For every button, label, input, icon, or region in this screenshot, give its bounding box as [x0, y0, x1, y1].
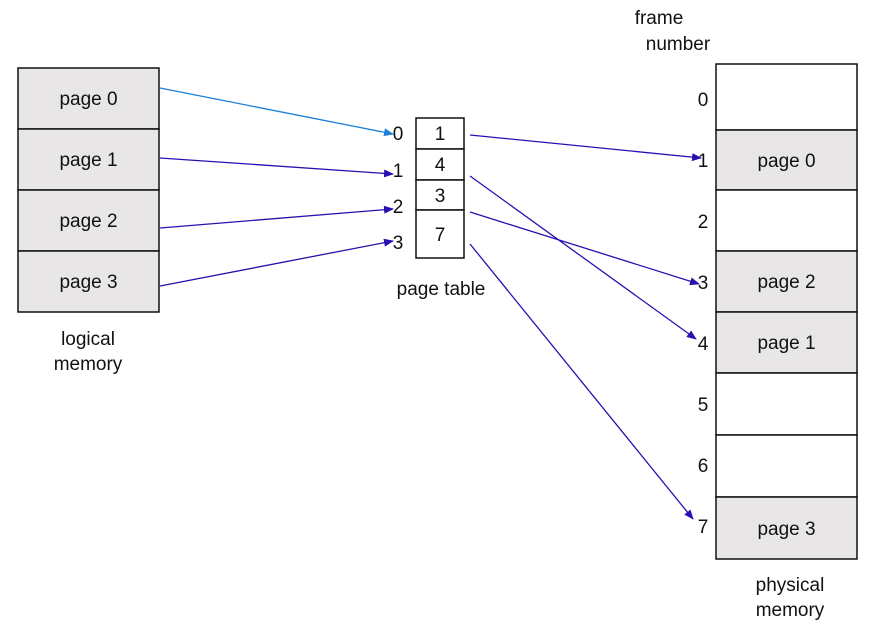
logical-page-label: page 1 — [59, 150, 117, 171]
arrow-page1-to-entry1 — [159, 157, 394, 178]
logical-page-label: page 2 — [59, 211, 117, 232]
arrow-page2-to-entry2 — [159, 205, 394, 229]
logical-page-3: page 3 — [17, 250, 160, 313]
page-table-caption: page table — [397, 279, 486, 300]
physical-memory-caption-line1: physical — [756, 575, 825, 596]
logical-page-2: page 2 — [17, 189, 160, 252]
physical-frame-2: 2 — [698, 189, 858, 252]
frame-content: page 0 — [757, 151, 815, 172]
frame-content: page 1 — [757, 333, 815, 354]
physical-frame-3: 3 page 2 — [698, 250, 858, 313]
logical-page-label: page 0 — [59, 89, 117, 110]
page-table-index: 3 — [393, 233, 404, 254]
frame-content: page 3 — [757, 519, 815, 540]
page-table-row-0: 0 1 — [393, 117, 465, 150]
physical-frame-4: 4 page 1 — [698, 311, 858, 374]
page-table-frame-value: 7 — [435, 225, 446, 246]
page-table-frame-value: 1 — [435, 124, 446, 145]
frame-number-header-line1: frame — [635, 8, 684, 29]
arrow-entry0-to-frame1 — [469, 134, 702, 162]
page-table-index: 2 — [393, 197, 404, 218]
logical-page-0: page 0 — [17, 67, 160, 130]
arrow-entry1-to-frame4 — [469, 175, 697, 340]
frame-number: 7 — [698, 517, 709, 538]
physical-memory: frame number 0 1 page 0 2 3 page 2 4 pag… — [635, 8, 858, 621]
frame-content: page 2 — [757, 272, 815, 293]
page-table-index: 1 — [393, 161, 404, 182]
logical-to-table-arrows — [159, 87, 394, 287]
arrow-page0-to-entry0 — [159, 87, 394, 137]
physical-frame-1: 1 page 0 — [698, 129, 858, 191]
page-table: 0 1 1 4 2 3 3 7 page table — [393, 117, 486, 300]
physical-memory-caption-line2: memory — [756, 600, 825, 621]
frame-number-header-line2: number — [646, 34, 711, 55]
frame-number: 6 — [698, 456, 709, 477]
frame-number: 4 — [698, 334, 709, 355]
frame-number: 1 — [698, 151, 709, 172]
page-table-index: 0 — [393, 124, 404, 145]
physical-frame-6: 6 — [698, 434, 858, 498]
logical-memory: page 0 page 1 page 2 page 3 logical memo… — [17, 67, 160, 375]
arrow-page3-to-entry3 — [159, 238, 394, 287]
table-to-frame-arrows — [469, 134, 702, 520]
page-table-row-1: 1 4 — [393, 148, 465, 182]
page-table-frame-value: 3 — [435, 186, 446, 207]
frame-number: 5 — [698, 395, 709, 416]
arrow-entry2-to-frame3 — [469, 211, 700, 286]
page-table-row-3: 3 7 — [393, 209, 465, 259]
physical-frame-7: 7 page 3 — [698, 496, 858, 560]
logical-page-label: page 3 — [59, 272, 117, 293]
arrow-entry3-to-frame7 — [469, 243, 694, 520]
logical-memory-caption-line2: memory — [54, 354, 123, 375]
frame-number: 3 — [698, 273, 709, 294]
page-table-frame-value: 4 — [435, 155, 446, 176]
logical-memory-caption-line1: logical — [61, 329, 115, 350]
frame-number: 0 — [698, 90, 709, 111]
frame-number: 2 — [698, 212, 709, 233]
physical-frame-5: 5 — [698, 372, 858, 436]
physical-frame-0: 0 — [698, 63, 858, 131]
logical-page-1: page 1 — [17, 128, 160, 191]
